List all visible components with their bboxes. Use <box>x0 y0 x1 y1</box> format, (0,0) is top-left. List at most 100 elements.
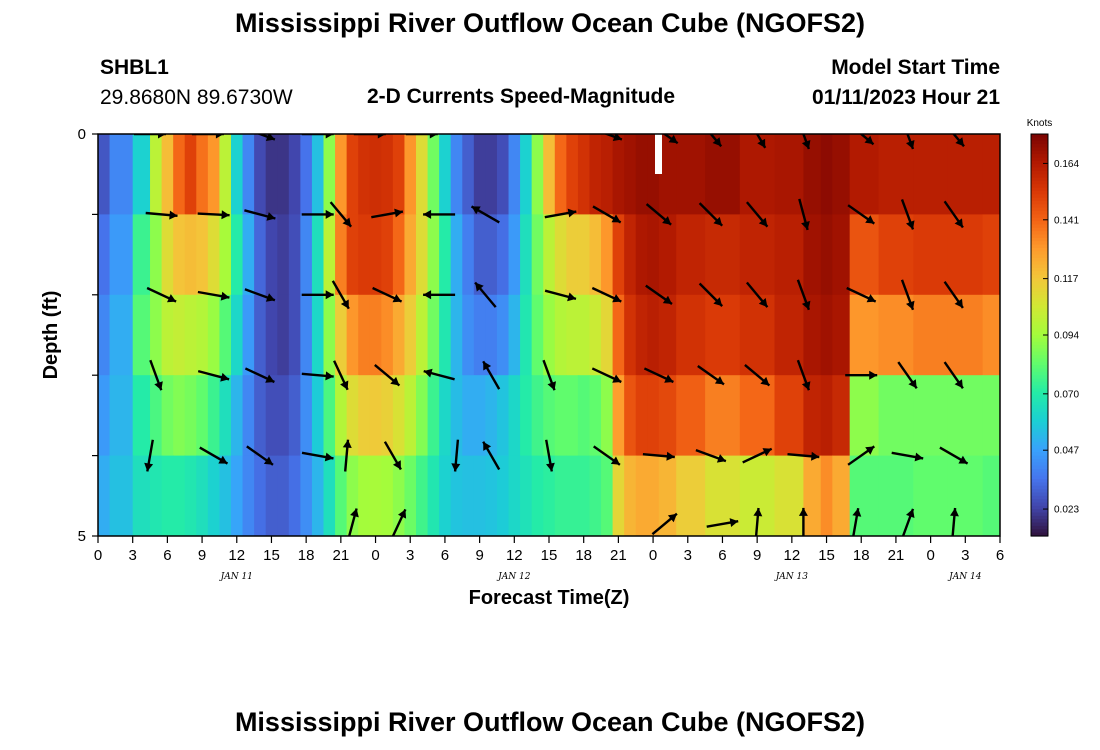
colorbar-segment <box>1031 398 1048 403</box>
colorbar-segment <box>1031 365 1048 370</box>
heatmap-cell <box>207 455 221 536</box>
colorbar: Knots 0.164 0.141 0.117 0.094 0.070 0.047 0.023 <box>1027 118 1079 537</box>
heatmap-cell <box>98 375 111 457</box>
heatmap-cell <box>150 375 163 457</box>
heatmap-cell <box>98 214 111 296</box>
heatmap-cell <box>132 294 151 376</box>
heatmap-cell <box>531 294 544 376</box>
heatmap-cell <box>496 375 510 457</box>
current-vector-arrow <box>542 359 556 391</box>
heatmap-cell <box>265 134 278 215</box>
current-vector-arrow <box>329 201 353 228</box>
heatmap-cell <box>288 455 301 536</box>
heatmap-cell <box>496 134 510 215</box>
x-tick-label: 3 <box>684 547 692 564</box>
colorbar-segment <box>1031 445 1048 450</box>
heatmap-cell <box>543 375 556 457</box>
heatmap-cell <box>647 294 660 376</box>
heatmap-cell <box>705 134 741 215</box>
heatmap-cell <box>335 375 348 457</box>
heatmap-cell <box>358 375 371 457</box>
colorbar-segment <box>1031 522 1048 527</box>
current-vector-arrow <box>591 367 622 384</box>
colorbar-segment <box>1031 234 1048 239</box>
current-vector-arrow <box>643 367 674 384</box>
colorbar-segment <box>1031 505 1048 510</box>
heatmap-cell <box>647 214 660 296</box>
heatmap-cell <box>98 134 111 215</box>
heatmap-cell <box>132 375 151 457</box>
colorbar-segment <box>1031 345 1048 349</box>
heatmap-cell <box>450 214 463 296</box>
x-tick-label: 6 <box>163 547 171 564</box>
heatmap-cell <box>676 134 706 215</box>
heatmap-cell <box>242 294 255 376</box>
current-vector-arrow <box>451 439 461 472</box>
heatmap-cell <box>323 455 336 536</box>
heatmap-cell <box>566 134 579 215</box>
heatmap-cell <box>803 375 822 457</box>
current-vector-arrow <box>383 441 402 471</box>
current-vector-arrow <box>709 134 723 148</box>
heatmap-cell <box>300 375 313 457</box>
heatmap-cell <box>173 214 186 296</box>
x-tick-label: 0 <box>371 547 379 564</box>
current-vector-arrow <box>134 134 166 139</box>
x-tick-label: 21 <box>610 547 627 564</box>
current-vector-arrow <box>943 361 964 389</box>
current-vector-arrow <box>331 280 350 310</box>
heatmap-cell <box>878 214 914 296</box>
heatmap-cell <box>132 455 151 536</box>
heatmap-cell <box>485 455 498 536</box>
current-vector-arrow <box>745 281 769 308</box>
heatmap-cell <box>601 375 614 457</box>
colorbar-segment <box>1031 519 1048 524</box>
heatmap-cell <box>913 134 949 215</box>
heatmap-cell <box>577 134 591 215</box>
heatmap-cell <box>635 294 648 376</box>
colorbar-segment <box>1031 301 1048 306</box>
colorbar-segment <box>1031 217 1048 222</box>
heatmap-cell <box>439 214 452 296</box>
heatmap-cell <box>404 294 417 376</box>
colorbar-segment <box>1031 318 1048 323</box>
heatmap-cell <box>161 455 174 536</box>
heatmap-cell <box>254 375 267 457</box>
heatmap-cell <box>473 214 486 296</box>
colorbar-segment <box>1031 371 1048 376</box>
current-vector-arrow <box>391 508 407 536</box>
heatmap-cell <box>392 375 406 457</box>
heatmap-cell <box>358 214 371 296</box>
heatmap-cell <box>219 375 232 457</box>
heatmap-cell <box>520 214 533 296</box>
heatmap-cell <box>346 375 359 457</box>
heatmap-cell <box>450 294 463 376</box>
heatmap-cell <box>554 375 567 457</box>
heatmap-cell <box>416 214 429 296</box>
heatmap-cell <box>520 455 533 536</box>
current-vector-arrow <box>939 446 969 465</box>
colorbar-segment <box>1031 180 1048 185</box>
x-tick-label: 3 <box>961 547 969 564</box>
heatmap-cell <box>369 134 382 215</box>
heatmap-cell <box>820 375 833 457</box>
colorbar-segment <box>1031 432 1048 437</box>
heatmap-cell <box>803 214 822 296</box>
colorbar-segment <box>1031 492 1048 497</box>
heatmap-cell <box>496 214 510 296</box>
colorbar-segment <box>1031 472 1048 477</box>
heatmap-cell <box>450 134 463 215</box>
heatmap-cell <box>196 134 209 215</box>
heatmap-cell <box>982 455 1000 536</box>
current-vector-arrow <box>342 439 352 472</box>
heatmap-cell <box>230 455 244 536</box>
heatmap-cell <box>520 294 533 376</box>
current-vector-arrow <box>149 359 163 391</box>
colorbar-segment <box>1031 395 1048 400</box>
heatmap-cell <box>820 134 833 215</box>
current-vector-arrow <box>347 508 359 536</box>
colorbar-segment <box>1031 207 1048 212</box>
colorbar-segment <box>1031 190 1048 195</box>
heatmap-cell <box>520 134 533 215</box>
heatmap-cell <box>624 294 637 376</box>
